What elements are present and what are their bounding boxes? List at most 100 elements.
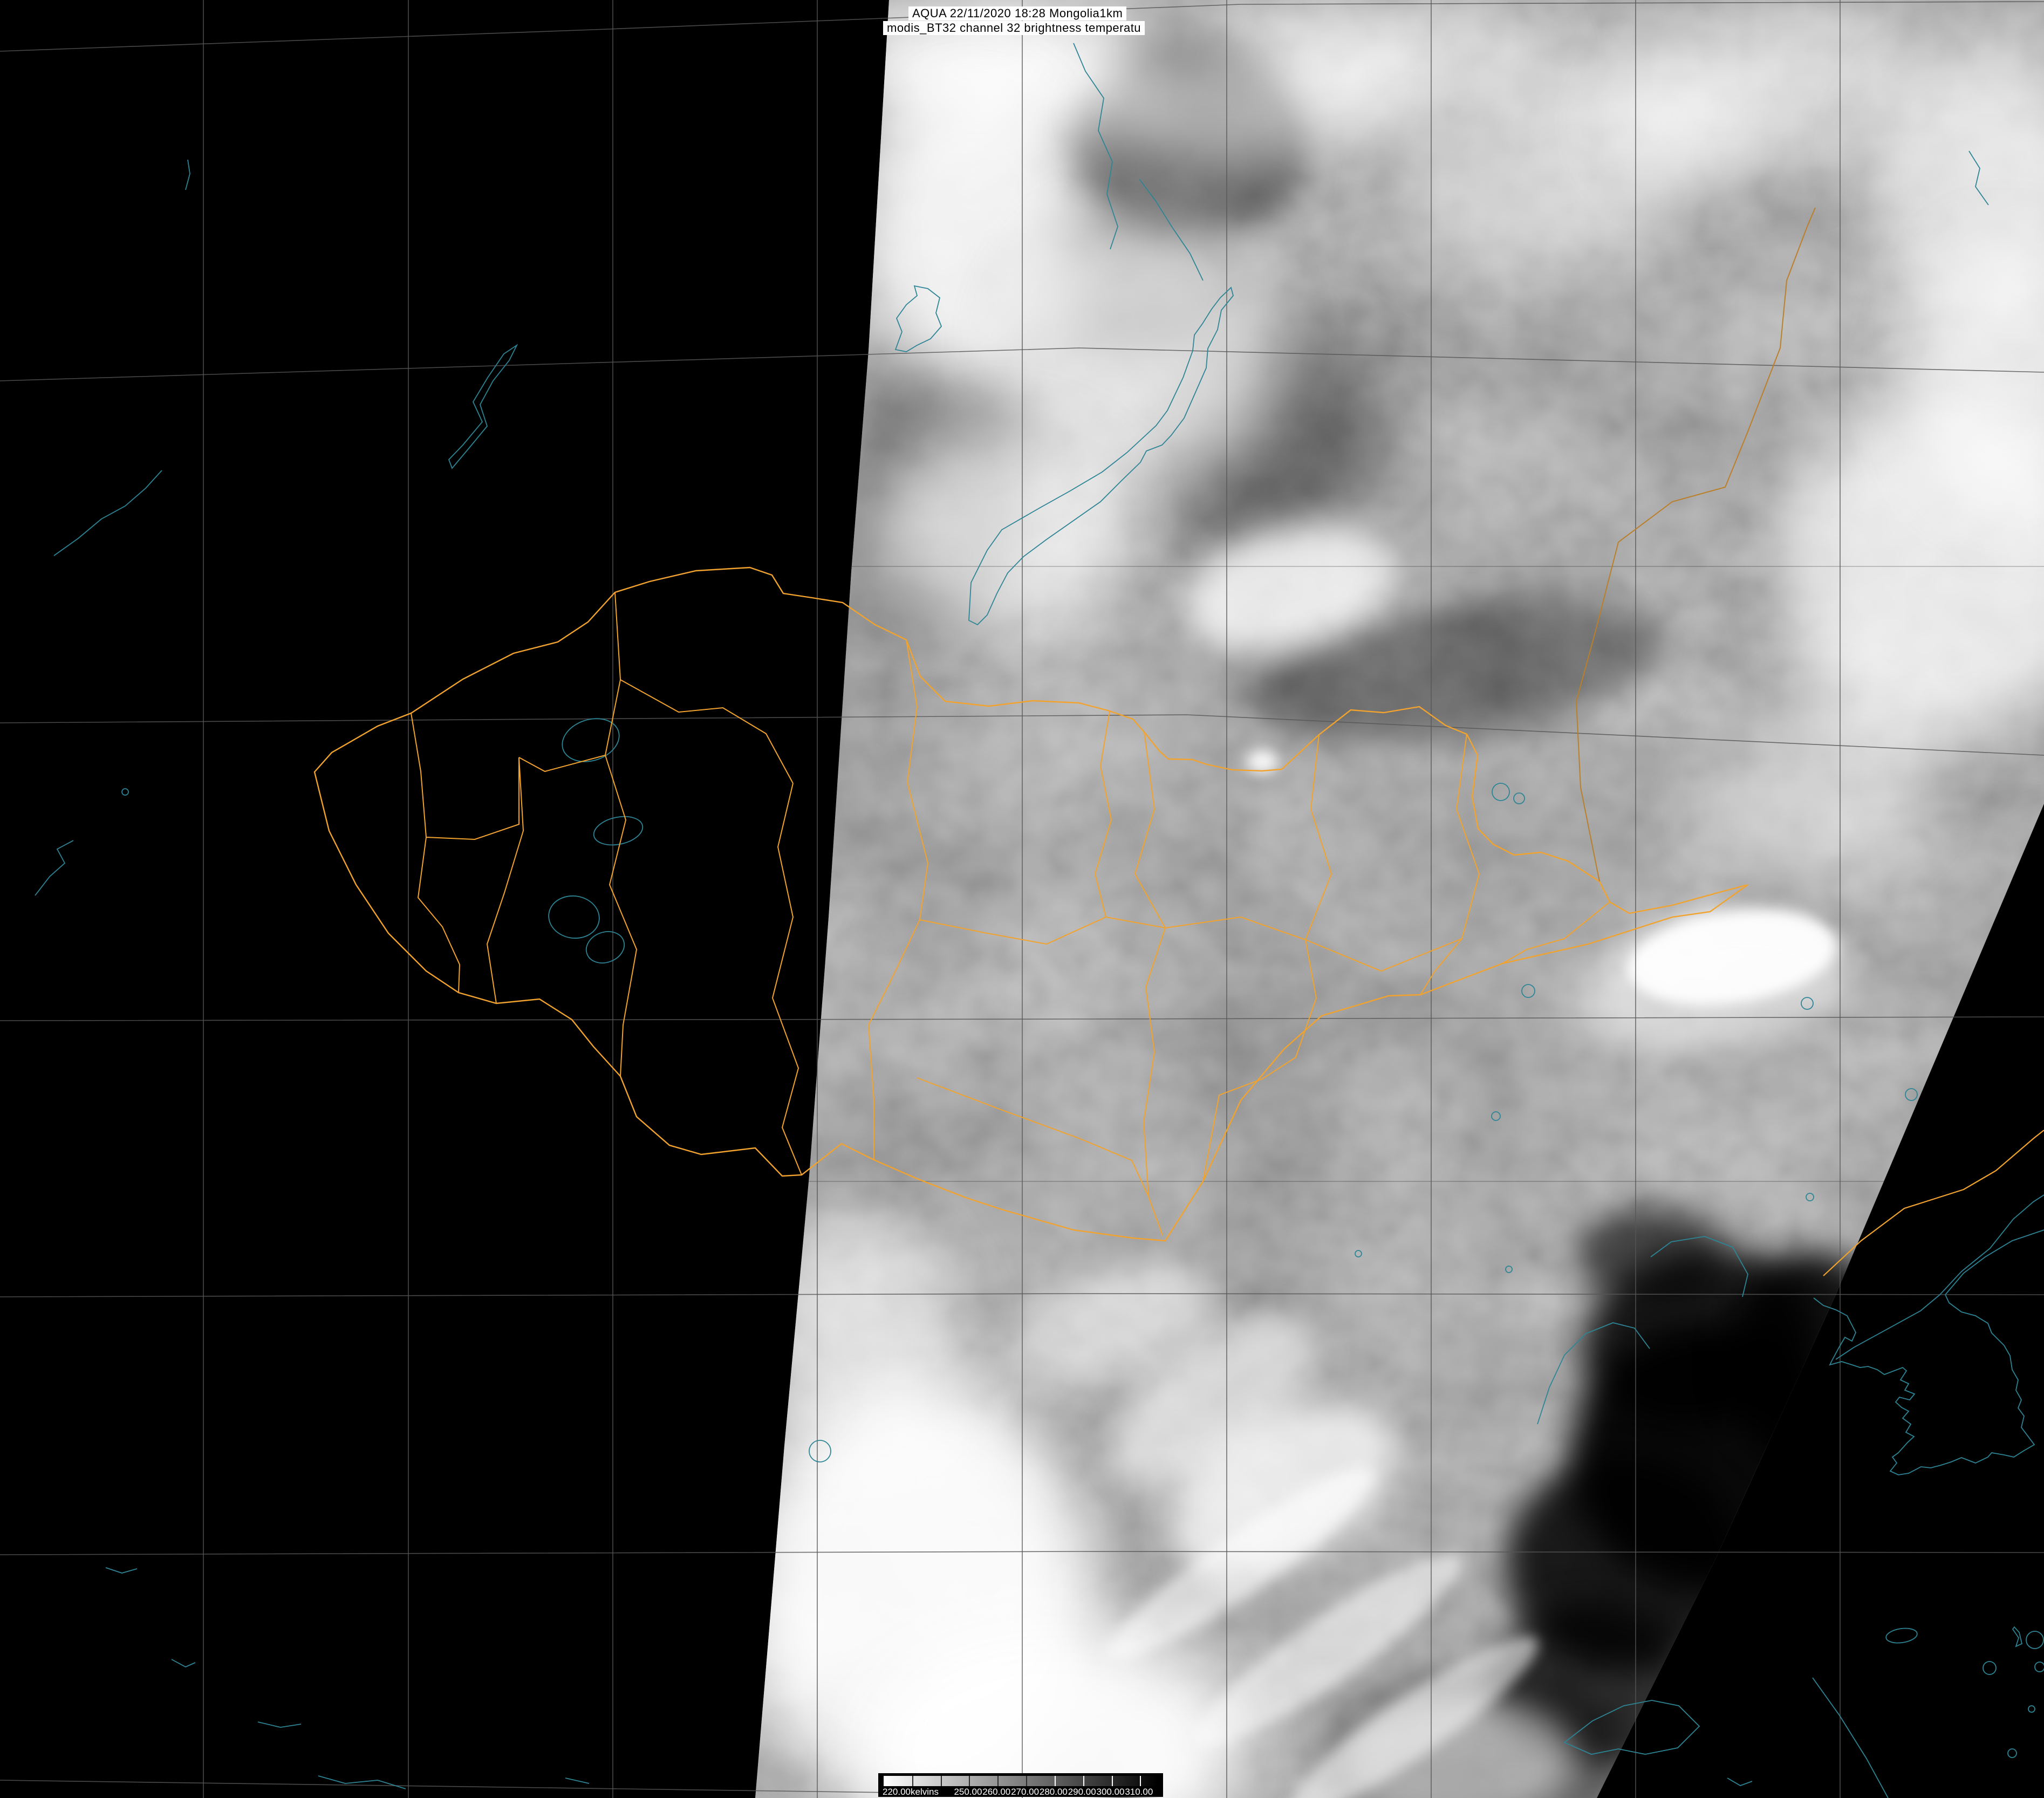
coastline-path xyxy=(1813,1294,2035,1475)
small-lake-outline xyxy=(2028,1705,2035,1713)
mongolia-province-border xyxy=(426,757,519,840)
mongolia-province-border xyxy=(1305,938,1462,972)
cloud-blob xyxy=(1710,689,1937,876)
small-lake-outline xyxy=(1983,1661,1997,1675)
colorbar-tick xyxy=(1083,1776,1084,1786)
cloud-blob xyxy=(863,1629,1241,1798)
cloud-blob xyxy=(1611,8,1927,186)
lake-outline xyxy=(593,816,644,846)
lake-outline xyxy=(548,895,600,939)
lake-outline xyxy=(1563,1700,1700,1755)
graticule-parallel xyxy=(0,1551,2044,1555)
mongolia-national-border xyxy=(313,566,1748,1242)
political-border-overlay xyxy=(313,207,2044,1276)
coastline-path xyxy=(1650,1236,1748,1297)
lake-outline xyxy=(2012,1626,2023,1647)
small-lake-outline xyxy=(1905,1088,1918,1101)
water-coastline-overlay xyxy=(35,43,2044,1798)
mongolia-province-border xyxy=(1420,734,1480,995)
colorbar-tick xyxy=(1026,1776,1028,1786)
cloud-blob xyxy=(1338,1694,1575,1798)
cloud-blob xyxy=(766,1219,960,1457)
small-lake-outline xyxy=(1491,1111,1501,1121)
graticule-parallel xyxy=(0,347,2044,381)
cloud-blob xyxy=(1111,1318,1317,1487)
image-title-line2: modis_BT32 channel 32 brightness tempera… xyxy=(883,21,1145,35)
cloud-blob xyxy=(1107,1468,1375,1660)
mongolia-province-border xyxy=(411,713,461,993)
coastline-path xyxy=(565,1778,590,1784)
cloud-blob xyxy=(1193,1554,1461,1747)
colorbar-gradient xyxy=(884,1776,1157,1786)
mongolia-province-border xyxy=(1502,901,1610,964)
coastline-path xyxy=(1073,43,1118,250)
coastline-path xyxy=(1968,151,1989,206)
mongolia-province-border xyxy=(771,783,802,1175)
dark-patch xyxy=(1248,598,1665,740)
image-title-line1: AQUA 22/11/2020 18:28 Mongolia1km xyxy=(908,6,1127,20)
small-lake-outline xyxy=(1513,792,1525,804)
coastline-path xyxy=(1812,1677,1889,1798)
mongolia-province-border xyxy=(1305,734,1332,940)
coastline-path xyxy=(185,159,190,190)
cloud-blob xyxy=(1008,1259,1215,1385)
coastline-path xyxy=(1537,1322,1650,1425)
colorbar-tick-label: 250.00 xyxy=(954,1787,982,1797)
mongolia-province-border xyxy=(919,917,1106,945)
coastline-path xyxy=(53,470,162,556)
colorbar-tick xyxy=(969,1776,970,1786)
lake-outline xyxy=(894,285,942,352)
lake-outline xyxy=(585,931,625,963)
lake-outline xyxy=(562,718,620,762)
mongolia-province-border xyxy=(1165,916,1306,940)
coastline-path xyxy=(35,840,74,896)
coastline-path xyxy=(318,1775,406,1789)
mongolia-province-border xyxy=(1094,710,1166,928)
small-lake-outline xyxy=(1806,1193,1814,1201)
colorbar-tick-label: 270.00 xyxy=(1011,1787,1040,1797)
lake-outline xyxy=(1885,1628,1918,1644)
coastline-path xyxy=(1835,1194,2044,1360)
colorbar-unit-label: 220.00kelvins xyxy=(883,1787,939,1797)
small-lake-outline xyxy=(1505,1266,1513,1273)
colorbar-tick xyxy=(1140,1776,1141,1786)
coastline-path xyxy=(257,1721,302,1728)
coastline-path xyxy=(1139,179,1204,281)
cloud-blob xyxy=(1184,524,1395,652)
colorbar-tick xyxy=(997,1776,999,1786)
coastline-path xyxy=(1727,1778,1753,1786)
colorbar-tick-label: 310.00 xyxy=(1125,1787,1153,1797)
small-lake-outline xyxy=(1492,783,1510,801)
mongolia-province-border xyxy=(1134,731,1166,1197)
lake-outline xyxy=(968,286,1234,626)
graticule-parallel xyxy=(0,1016,2044,1021)
bright-cloud-patches xyxy=(755,0,2044,1798)
graticule-parallel xyxy=(0,1293,2044,1297)
small-lake-outline xyxy=(2034,1662,2044,1672)
small-lake-outline xyxy=(2026,1631,2044,1649)
lake-outline xyxy=(448,344,518,469)
china-korea-border xyxy=(1823,1130,2044,1276)
cloud-blob xyxy=(1867,49,2044,329)
colorbar-legend: 220.00kelvins 250.00 260.00 270.00 280.00 29… xyxy=(878,1773,1163,1797)
cloud-blob xyxy=(1246,750,1279,774)
coastline-path xyxy=(1945,1229,2044,1295)
small-lake-outline xyxy=(1521,984,1535,998)
colorbar-tick xyxy=(912,1776,913,1786)
small-lake-outline xyxy=(1355,1250,1362,1257)
mongolia-province-border xyxy=(518,755,606,772)
cloud-blob xyxy=(869,426,1127,631)
mongolia-province-border xyxy=(620,679,794,784)
graticule-parallel xyxy=(0,714,2044,756)
coastline-path xyxy=(171,1659,196,1668)
small-lake-outline xyxy=(1801,997,1814,1010)
small-lake-outline xyxy=(2007,1748,2017,1758)
cloud-blob xyxy=(1003,210,1284,480)
small-lake-outline xyxy=(809,1440,831,1462)
cloud-blob xyxy=(1910,237,2044,518)
mongolia-province-border xyxy=(604,592,638,1077)
colorbar-tick-label: 280.00 xyxy=(1039,1787,1068,1797)
mongolia-province-border xyxy=(486,757,524,1004)
